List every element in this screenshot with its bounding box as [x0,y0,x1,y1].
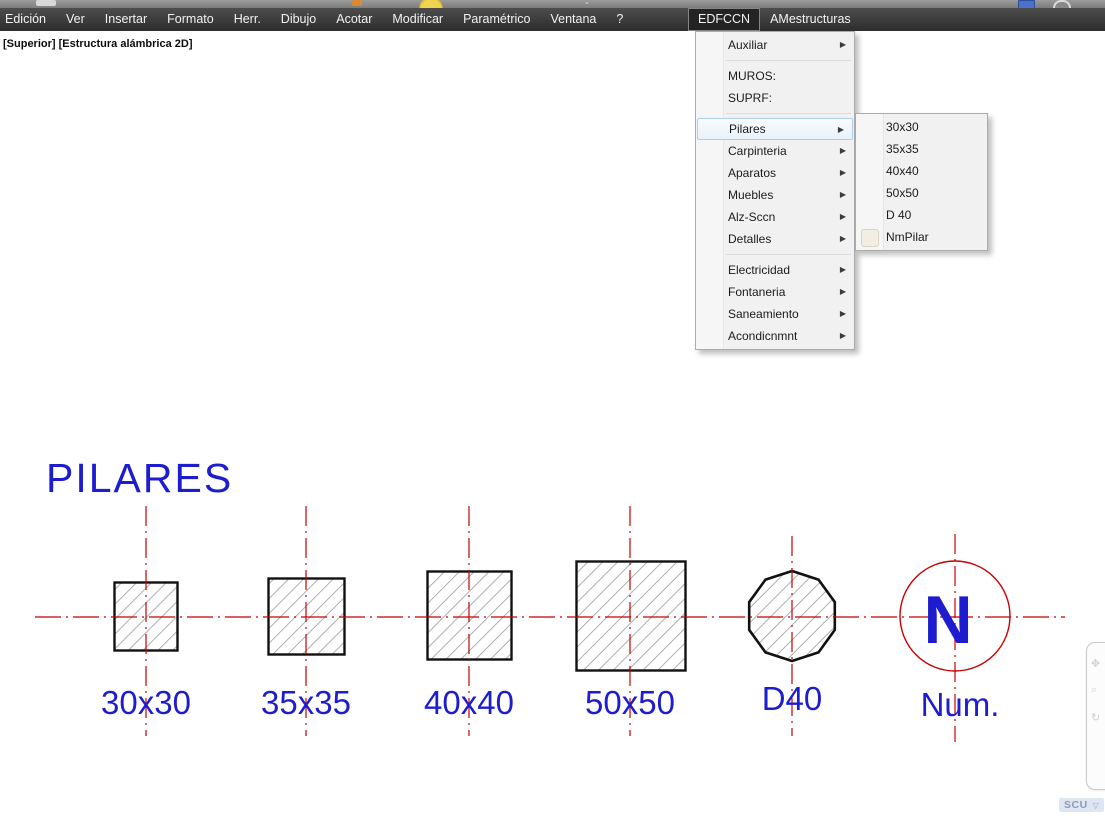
help-icon[interactable] [1053,0,1071,9]
label-d40: D40 [762,680,823,717]
viewport-controls[interactable]: [Superior] [Estructura alámbrica 2D] [3,38,193,50]
menu-item-label: Alz-Sccn [728,210,776,224]
menu-item-label: Electricidad [728,263,791,277]
menu-item-label: Detalles [728,232,772,246]
submenu-arrow-icon: ▶ [839,265,846,274]
label-35x35: 35x35 [261,684,351,721]
menu-item-auxiliar[interactable]: Auxiliar ▶ [696,34,854,56]
menu-item-label: Muebles [728,188,774,202]
menu-item-detalles[interactable]: Detalles ▶ [696,228,854,250]
menu-item-electricidad[interactable]: Electricidad ▶ [696,259,854,281]
submenu-item-label: NmPilar [886,230,929,244]
titlebar: ⌄ [0,0,1105,9]
menu-item-acondicnmnt[interactable]: Acondicnmnt ▶ [696,325,854,347]
menu-item-label: Auxiliar [728,38,768,52]
menu-item-alz-sccn[interactable]: Alz-Sccn ▶ [696,206,854,228]
zoom-icon[interactable]: ⌕ [1091,684,1098,696]
menu-insertar[interactable]: Insertar [104,12,148,26]
menu-item-suprf[interactable]: SUPRF: [696,87,854,109]
submenu-arrow-icon: ▶ [839,331,846,340]
menu-item-label: Pilares [729,122,766,136]
submenu-item-30x30[interactable]: 30x30 [856,116,987,138]
menubar: Edición Ver Insertar Formato Herr. Dibuj… [0,8,1105,31]
menu-parametrico[interactable]: Paramétrico [463,12,531,26]
drawing-title: PILARES [46,455,233,501]
pilares-submenu: 30x30 35x35 40x40 50x50 D 40 NmPilar [855,113,988,251]
submenu-item-40x40[interactable]: 40x40 [856,160,987,182]
toolbar-icon[interactable] [352,0,362,6]
submenu-item-label: D 40 [886,208,912,222]
menu-help[interactable]: ? [616,12,624,26]
menu-dibujo[interactable]: Dibujo [280,12,317,26]
menu-ventana[interactable]: Ventana [550,12,597,26]
submenu-item-label: 30x30 [886,120,919,134]
pillar-number-letter: N [923,582,972,658]
label-num: Num. [921,686,1000,723]
submenu-item-label: 40x40 [886,164,919,178]
menu-ver[interactable]: Ver [66,12,85,26]
menu-item-label: Saneamiento [728,307,799,321]
menu-item-saneamiento[interactable]: Saneamiento ▶ [696,303,854,325]
menu-item-fontaneria[interactable]: Fontaneria ▶ [696,281,854,303]
menu-item-label: Carpinteria [728,144,787,158]
new-file-icon[interactable] [36,0,56,6]
menu-herr[interactable]: Herr. [233,12,261,26]
menu-item-label: Acondicnmnt [728,329,798,343]
submenu-arrow-icon: ▶ [839,168,846,177]
pillar-50x50-section [575,560,687,672]
drawing-canvas[interactable]: PILARES N 30x30 35x35 40x40 50x50 D40 Nu… [0,430,1105,770]
submenu-item-50x50[interactable]: 50x50 [856,182,987,204]
submenu-arrow-icon: ▶ [839,309,846,318]
menubar-right-group: EDFCCN AMestructuras [688,8,861,31]
submenu-item-label: 50x50 [886,186,919,200]
menu-separator [726,60,851,61]
menu-item-pilares[interactable]: Pilares ▶ [697,118,853,140]
menu-item-label: MUROS: [728,69,776,83]
submenu-arrow-icon: ▶ [839,146,846,155]
navigation-bar[interactable]: ✥ ⌕ ↻ [1086,642,1105,790]
label-30x30: 30x30 [101,684,191,721]
menu-item-label: SUPRF: [728,91,773,105]
submenu-item-d40[interactable]: D 40 [856,204,987,226]
submenu-item-35x35[interactable]: 35x35 [856,138,987,160]
menu-item-aparatos[interactable]: Aparatos ▶ [696,162,854,184]
menu-item-carpinteria[interactable]: Carpinteria ▶ [696,140,854,162]
menu-item-muros[interactable]: MUROS: [696,65,854,87]
orbit-icon[interactable]: ↻ [1091,712,1101,724]
submenu-item-nmpilar[interactable]: NmPilar [856,226,987,248]
menu-edfccn[interactable]: EDFCCN [688,8,761,31]
ucs-caret-icon: ▽ [1092,800,1100,810]
menu-item-muebles[interactable]: Muebles ▶ [696,184,854,206]
nmpilar-icon [861,229,879,247]
ucs-label: SCU [1064,799,1088,811]
menu-acotar[interactable]: Acotar [336,12,373,26]
menu-separator [726,113,851,114]
submenu-arrow-icon: ▶ [839,190,846,199]
sun-icon[interactable] [418,0,444,8]
chevron-down-icon[interactable]: ⌄ [584,0,590,6]
submenu-arrow-icon: ▶ [839,234,846,243]
menu-item-label: Aparatos [728,166,777,180]
submenu-arrow-icon: ▶ [839,287,846,296]
ucs-badge[interactable]: SCU ▽ [1059,798,1105,812]
menu-modificar[interactable]: Modificar [392,12,444,26]
edfccn-dropdown-menu: Auxiliar ▶ MUROS: SUPRF: Pilares ▶ Carpi… [695,31,855,350]
submenu-arrow-icon: ▶ [839,40,846,49]
label-50x50: 50x50 [585,684,675,721]
menu-item-label: Fontaneria [728,285,786,299]
submenu-arrow-icon: ▶ [839,212,846,221]
label-40x40: 40x40 [424,684,514,721]
menu-amestructuras[interactable]: AMestructuras [770,12,851,26]
menu-separator [726,254,851,255]
pan-icon[interactable]: ✥ [1091,658,1101,670]
menu-edicion[interactable]: Edición [5,12,46,26]
menu-formato[interactable]: Formato [167,12,214,26]
submenu-arrow-icon: ▶ [837,125,844,134]
submenu-item-label: 35x35 [886,142,919,156]
